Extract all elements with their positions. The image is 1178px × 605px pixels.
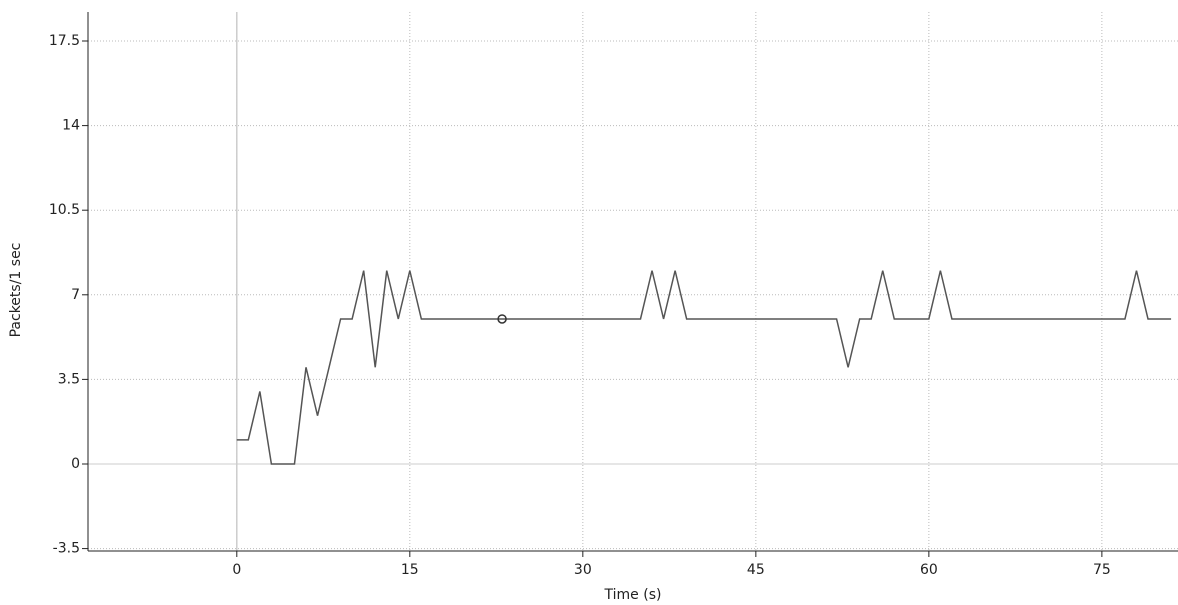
y-tick-label: 17.5	[49, 33, 80, 49]
selected-point	[497, 314, 507, 324]
y-tick-label: 10.5	[49, 202, 80, 218]
y-tick-label: 14	[62, 118, 80, 134]
x-tick-label: 60	[920, 562, 938, 578]
y-tick-label: -3.5	[53, 541, 80, 557]
y-axis-label: Packets/1 sec	[8, 243, 24, 338]
x-tick-label: 0	[232, 562, 241, 578]
x-tick-label: 45	[747, 562, 765, 578]
y-tick-label: 0	[71, 456, 80, 472]
x-tick-label: 15	[401, 562, 419, 578]
y-tick-label: 7	[71, 287, 80, 303]
x-tick-label: 30	[574, 562, 592, 578]
y-tick-label: 3.5	[58, 371, 80, 387]
data-line	[236, 270, 1172, 465]
x-axis-label: Time (s)	[604, 587, 662, 603]
x-tick-label: 75	[1093, 562, 1111, 578]
